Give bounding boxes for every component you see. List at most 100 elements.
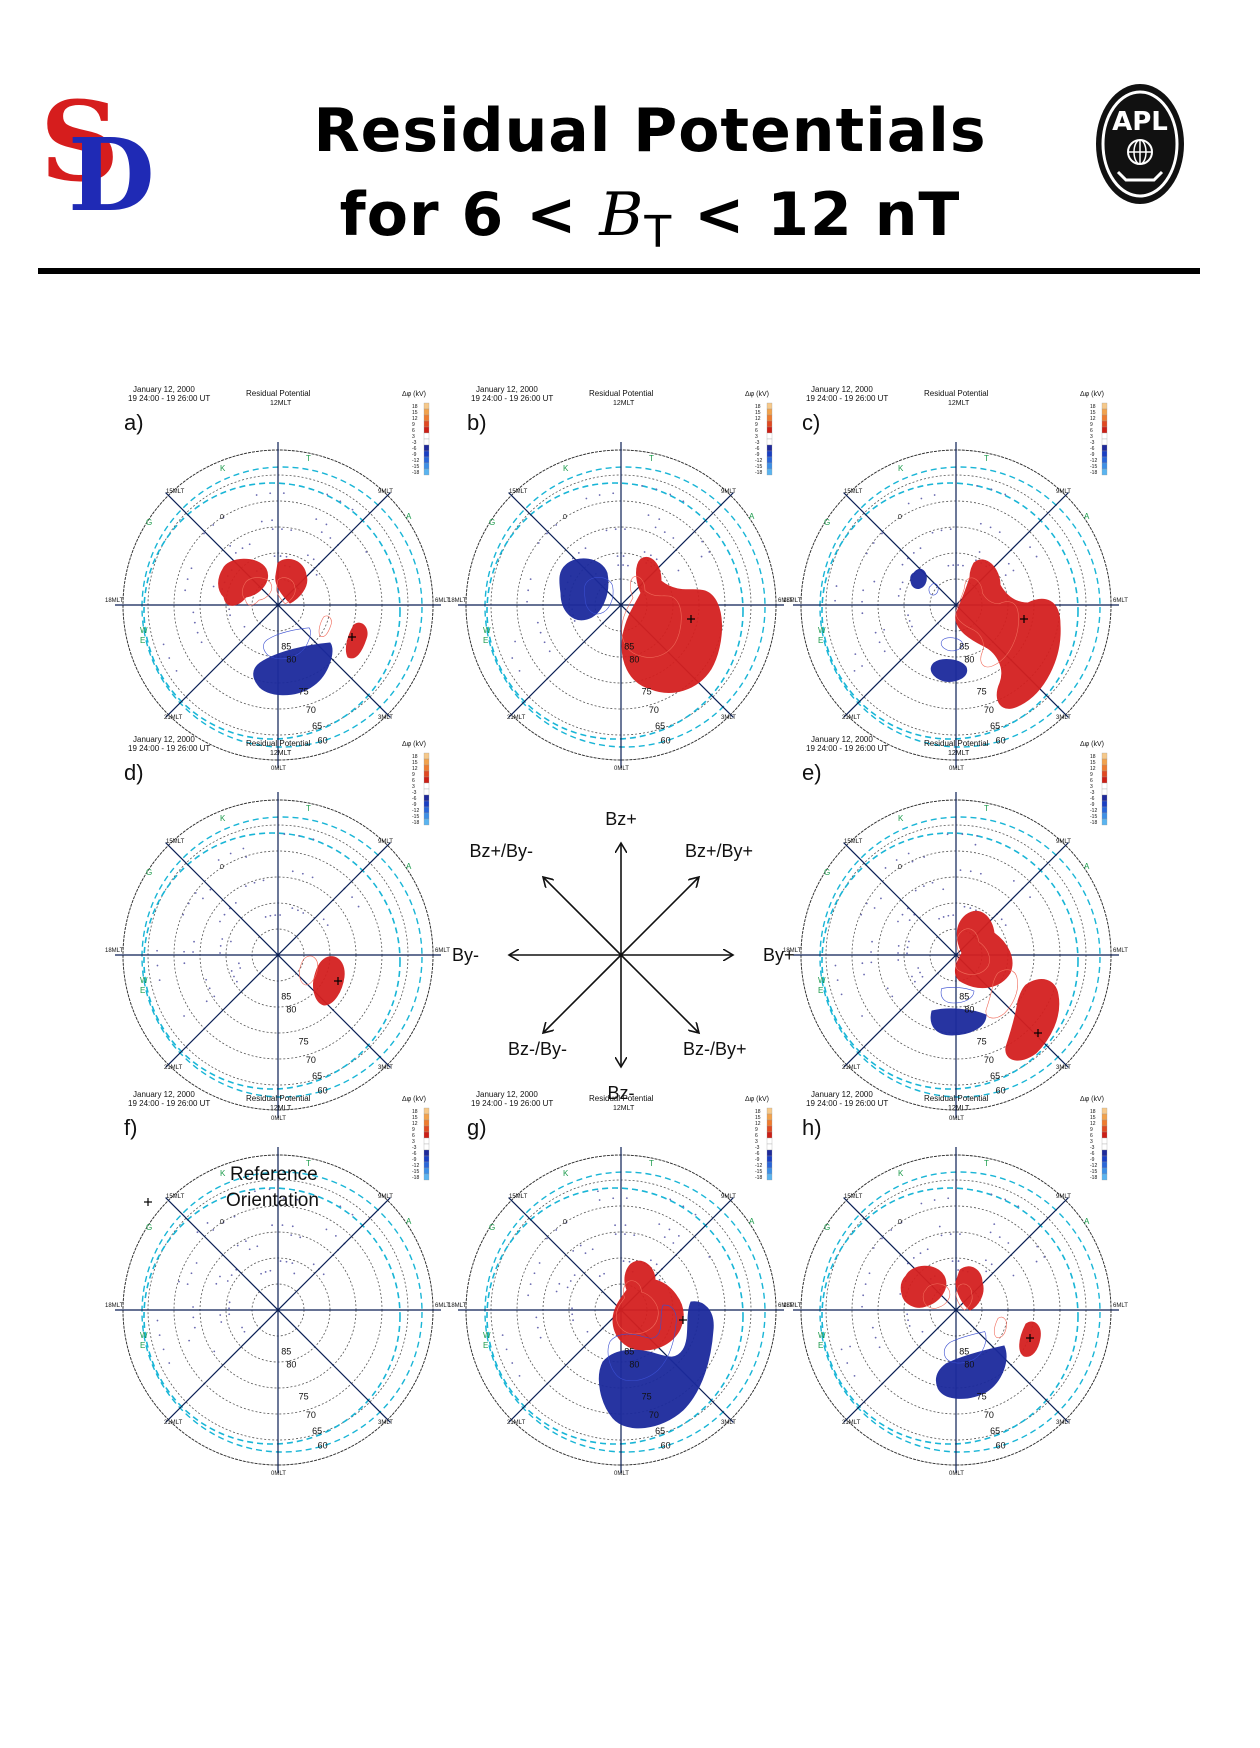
panel-date: January 12, 2000 bbox=[811, 1090, 873, 1099]
panel-label: b) bbox=[467, 410, 487, 435]
radar-station-a: A bbox=[406, 512, 412, 521]
data-point bbox=[860, 913, 863, 916]
data-point bbox=[957, 564, 959, 566]
panel-time: 19 24:00 - 19 26:00 UT bbox=[471, 394, 553, 403]
colorbar-tick: 18 bbox=[412, 404, 418, 410]
data-point bbox=[285, 555, 288, 558]
data-point bbox=[947, 914, 950, 917]
colorbar-tick: 9 bbox=[412, 1127, 415, 1133]
colorbar-swatch bbox=[423, 752, 430, 760]
colorbar-swatch bbox=[1101, 432, 1108, 440]
data-point bbox=[891, 995, 894, 998]
data-point bbox=[922, 885, 925, 888]
data-point bbox=[526, 600, 528, 603]
latitude-label-70: 70 bbox=[306, 705, 316, 715]
data-point bbox=[222, 1221, 225, 1224]
colorbar-swatch bbox=[766, 420, 773, 428]
logo-s: S bbox=[40, 88, 119, 206]
data-point bbox=[193, 940, 195, 943]
colorbar-swatch bbox=[423, 794, 430, 802]
colorbar-swatch bbox=[1101, 1131, 1108, 1139]
data-point bbox=[219, 1275, 221, 1278]
positive-potential-cell bbox=[621, 557, 722, 693]
latitude-label-85: 85 bbox=[624, 1347, 634, 1357]
data-point bbox=[291, 1262, 294, 1265]
colorbar-tick: 15 bbox=[755, 410, 761, 416]
data-point bbox=[865, 902, 868, 905]
colorbar-title: Δφ (kV) bbox=[402, 391, 426, 398]
colorbar-swatch bbox=[766, 1131, 773, 1139]
data-point bbox=[219, 1314, 222, 1316]
latitude-label-85: 85 bbox=[959, 992, 969, 1002]
mlt-label-3: 3MLT bbox=[378, 1420, 393, 1426]
data-point bbox=[701, 540, 704, 543]
colorbar-swatch bbox=[1101, 1107, 1108, 1115]
contour-line bbox=[955, 577, 1019, 668]
data-point bbox=[655, 488, 658, 491]
data-point bbox=[921, 975, 924, 978]
positive-potential-cell bbox=[612, 1260, 684, 1351]
radar-station-w: W bbox=[140, 1331, 148, 1340]
latitude-label-65: 65 bbox=[990, 721, 1000, 731]
data-point bbox=[264, 1271, 267, 1273]
radar-station-e: E bbox=[818, 986, 823, 995]
data-point bbox=[248, 1248, 251, 1251]
radar-station-t: T bbox=[984, 804, 989, 813]
data-point bbox=[907, 852, 910, 855]
colorbar-swatch bbox=[1101, 1113, 1108, 1121]
data-point bbox=[614, 528, 617, 531]
panel-date: January 12, 2000 bbox=[133, 385, 195, 394]
data-point bbox=[663, 1236, 666, 1239]
data-point bbox=[244, 1240, 247, 1243]
data-point bbox=[226, 1280, 229, 1282]
contour-line bbox=[943, 1331, 987, 1364]
colorbar-swatch bbox=[1101, 1161, 1108, 1169]
radar-station-w: W bbox=[483, 1331, 491, 1340]
data-point bbox=[193, 1326, 196, 1329]
colorbar-swatch bbox=[1101, 1155, 1108, 1163]
latitude-label-60: 60 bbox=[661, 735, 671, 745]
panel-time: 19 24:00 - 19 26:00 UT bbox=[806, 744, 888, 753]
colorbar-tick: -6 bbox=[412, 446, 417, 452]
colorbar-swatch bbox=[423, 1137, 430, 1145]
mlt-label-6: 6MLT bbox=[778, 1303, 793, 1309]
data-point bbox=[622, 1260, 625, 1262]
colorbar-swatch bbox=[766, 426, 773, 434]
mlt-label-9: 9MLT bbox=[378, 489, 393, 495]
colorbar-swatch bbox=[766, 444, 773, 452]
data-point bbox=[989, 526, 992, 529]
radar-station-a: A bbox=[1084, 1217, 1090, 1226]
contour-line bbox=[940, 987, 975, 1004]
colorbar-tick: 15 bbox=[412, 1115, 418, 1121]
data-point bbox=[186, 578, 189, 580]
latitude-label-75: 75 bbox=[977, 686, 987, 696]
reference-label-line-2: Orientation bbox=[226, 1190, 319, 1211]
latitude-label-65: 65 bbox=[312, 721, 322, 731]
page-title-line-2: for 6 < BT < 12 nT bbox=[20, 180, 1260, 258]
data-point bbox=[598, 1275, 601, 1277]
data-point bbox=[901, 913, 904, 916]
data-point bbox=[853, 1375, 856, 1377]
data-point bbox=[998, 1236, 1001, 1239]
data-point bbox=[993, 1223, 996, 1226]
spoke-diagonal-2 bbox=[843, 492, 1069, 718]
data-point bbox=[926, 1248, 929, 1251]
colorbar-tick: 6 bbox=[412, 778, 415, 784]
colorbar-swatch bbox=[1101, 444, 1108, 452]
radar-station-g: G bbox=[146, 518, 152, 527]
data-point bbox=[884, 867, 887, 869]
data-point bbox=[647, 514, 650, 517]
radar-station-t: T bbox=[649, 454, 654, 463]
mlt-label-18: 18MLT bbox=[105, 948, 124, 954]
mlt-label-0: 0MLT bbox=[949, 1471, 964, 1477]
data-point bbox=[622, 564, 624, 566]
colorbar-tick: -15 bbox=[412, 814, 419, 820]
boundary-circle-inner bbox=[821, 832, 1079, 1090]
colorbar-tick: -6 bbox=[755, 446, 760, 452]
data-point bbox=[255, 494, 258, 496]
data-point bbox=[591, 1248, 594, 1251]
colorbar-swatch bbox=[1101, 456, 1108, 464]
data-point bbox=[616, 555, 619, 558]
colorbar-tick: -18 bbox=[412, 1175, 419, 1181]
